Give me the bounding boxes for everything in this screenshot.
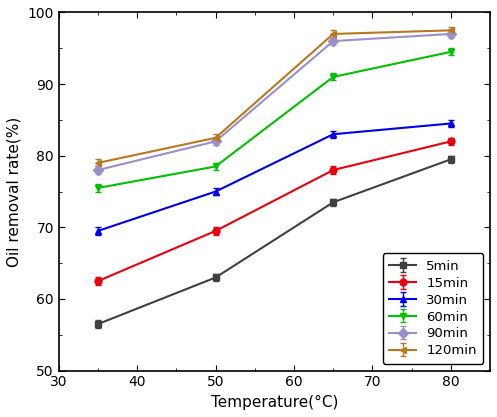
Legend: 5min, 15min, 30min, 60min, 90min, 120min: 5min, 15min, 30min, 60min, 90min, 120min [383, 253, 484, 364]
X-axis label: Temperature(°C): Temperature(°C) [211, 395, 338, 410]
Y-axis label: Oil removal rate(%): Oil removal rate(%) [7, 116, 22, 266]
